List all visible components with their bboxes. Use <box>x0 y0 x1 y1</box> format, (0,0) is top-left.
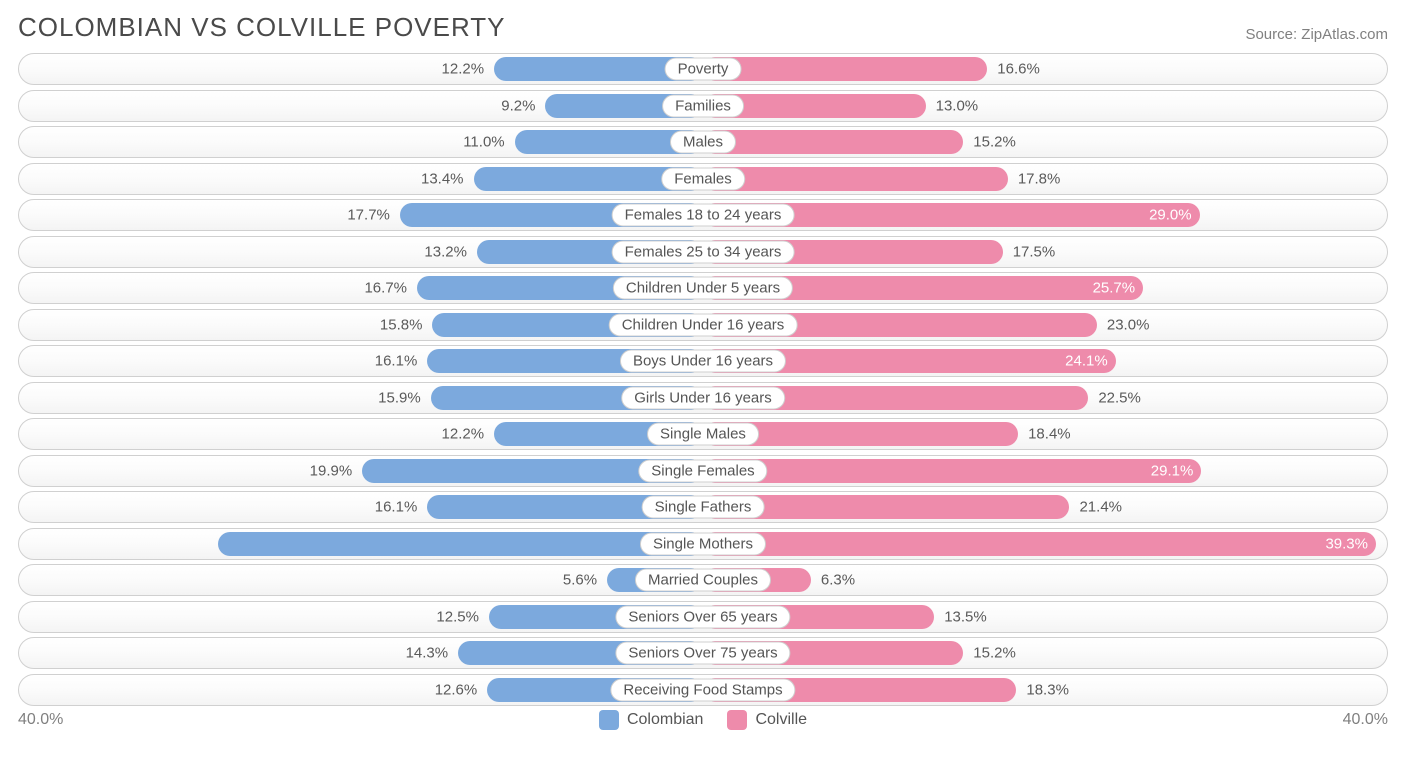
chart-row: 28.3% 39.3% Single Mothers <box>18 528 1388 560</box>
category-label: Seniors Over 75 years <box>615 642 790 665</box>
bar-left: 28.3% <box>218 532 703 556</box>
axis-max-right: 40.0% <box>1343 711 1388 729</box>
bar-right <box>703 167 1008 191</box>
value-right: 21.4% <box>1079 499 1122 516</box>
value-left: 13.2% <box>424 243 467 260</box>
source-label: Source: ZipAtlas.com <box>1245 26 1388 43</box>
legend-swatch-left <box>599 710 619 730</box>
value-left: 12.5% <box>436 608 479 625</box>
value-left: 13.4% <box>421 170 464 187</box>
value-left: 17.7% <box>347 207 390 224</box>
value-right: 29.1% <box>1151 462 1194 479</box>
chart-row: 13.2% 17.5% Females 25 to 34 years <box>18 236 1388 268</box>
chart-row: 12.6% 18.3% Receiving Food Stamps <box>18 674 1388 706</box>
category-label: Single Males <box>647 423 759 446</box>
legend-label-right: Colville <box>755 711 807 729</box>
value-right: 13.0% <box>936 97 979 114</box>
chart-row: 15.9% 22.5% Girls Under 16 years <box>18 382 1388 414</box>
bar-right <box>703 57 987 81</box>
value-left: 16.7% <box>364 280 407 297</box>
value-right: 22.5% <box>1098 389 1141 406</box>
category-label: Girls Under 16 years <box>621 386 785 409</box>
value-left: 12.6% <box>435 681 478 698</box>
value-left: 11.0% <box>463 134 504 151</box>
category-label: Females 18 to 24 years <box>612 204 795 227</box>
chart-row: 12.5% 13.5% Seniors Over 65 years <box>18 601 1388 633</box>
chart-row: 9.2% 13.0% Families <box>18 90 1388 122</box>
chart-row: 13.4% 17.8% Females <box>18 163 1388 195</box>
category-label: Children Under 5 years <box>613 277 793 300</box>
category-label: Children Under 16 years <box>609 313 798 336</box>
category-label: Families <box>662 94 744 117</box>
category-label: Married Couples <box>635 569 771 592</box>
chart-row: 11.0% 15.2% Males <box>18 126 1388 158</box>
chart-row: 5.6% 6.3% Married Couples <box>18 564 1388 596</box>
value-left: 16.1% <box>375 353 418 370</box>
value-left: 12.2% <box>442 426 485 443</box>
chart-row: 12.2% 18.4% Single Males <box>18 418 1388 450</box>
value-left: 9.2% <box>501 97 535 114</box>
value-right: 23.0% <box>1107 316 1150 333</box>
value-right: 15.2% <box>973 134 1016 151</box>
value-left: 5.6% <box>563 572 597 589</box>
value-right: 39.3% <box>1325 535 1368 552</box>
value-right: 17.5% <box>1013 243 1056 260</box>
chart-row: 17.7% 29.0% Females 18 to 24 years <box>18 199 1388 231</box>
diverging-bar-chart: 12.2%16.6%Poverty9.2%13.0%Families11.0%1… <box>18 53 1388 706</box>
chart-row: 16.1% 21.4% Single Fathers <box>18 491 1388 523</box>
chart-row: 19.9% 29.1% Single Females <box>18 455 1388 487</box>
value-right: 18.4% <box>1028 426 1071 443</box>
value-right: 17.8% <box>1018 170 1061 187</box>
value-right: 6.3% <box>821 572 855 589</box>
value-right: 13.5% <box>944 608 987 625</box>
bar-right: 29.1% <box>703 459 1201 483</box>
value-right: 25.7% <box>1093 280 1136 297</box>
legend: Colombian Colville <box>599 710 807 730</box>
chart-title: COLOMBIAN VS COLVILLE POVERTY <box>18 12 506 43</box>
category-label: Single Mothers <box>640 532 766 555</box>
chart-row: 16.7% 25.7% Children Under 5 years <box>18 272 1388 304</box>
category-label: Receiving Food Stamps <box>610 678 795 701</box>
value-left: 12.2% <box>442 61 485 78</box>
axis-max-left: 40.0% <box>18 711 63 729</box>
legend-item-left: Colombian <box>599 710 703 730</box>
chart-row: 15.8% 23.0% Children Under 16 years <box>18 309 1388 341</box>
category-label: Females 25 to 34 years <box>612 240 795 263</box>
category-label: Males <box>670 131 736 154</box>
value-right: 15.2% <box>973 645 1016 662</box>
bar-right: 39.3% <box>703 532 1376 556</box>
value-left: 14.3% <box>406 645 449 662</box>
category-label: Boys Under 16 years <box>620 350 786 373</box>
category-label: Poverty <box>665 58 742 81</box>
category-label: Seniors Over 65 years <box>615 605 790 628</box>
category-label: Single Females <box>638 459 767 482</box>
legend-label-left: Colombian <box>627 711 703 729</box>
category-label: Females <box>661 167 745 190</box>
value-left: 15.8% <box>380 316 423 333</box>
value-left: 19.9% <box>310 462 353 479</box>
legend-item-right: Colville <box>727 710 807 730</box>
category-label: Single Fathers <box>642 496 765 519</box>
chart-row: 16.1% 24.1% Boys Under 16 years <box>18 345 1388 377</box>
value-right: 16.6% <box>997 61 1040 78</box>
value-right: 24.1% <box>1065 353 1108 370</box>
value-left: 16.1% <box>375 499 418 516</box>
bar-right <box>703 130 963 154</box>
legend-swatch-right <box>727 710 747 730</box>
value-right: 29.0% <box>1149 207 1192 224</box>
value-left: 15.9% <box>378 389 421 406</box>
chart-row: 12.2% 16.6% Poverty <box>18 53 1388 85</box>
chart-row: 14.3% 15.2% Seniors Over 75 years <box>18 637 1388 669</box>
value-right: 18.3% <box>1026 681 1069 698</box>
